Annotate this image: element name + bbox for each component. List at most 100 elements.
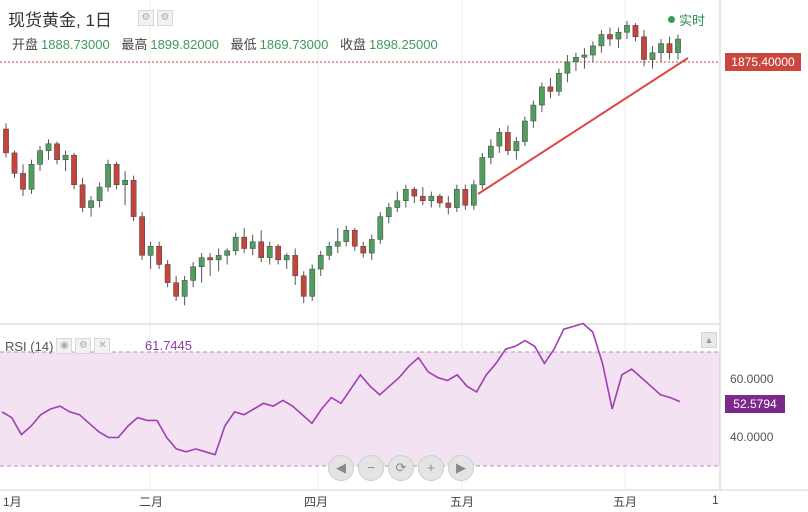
rsi-settings-gear-icon[interactable]: ⚙ (75, 338, 92, 354)
candle (147, 245, 154, 256)
candle (394, 200, 401, 208)
candle (411, 189, 418, 197)
candle (317, 255, 324, 270)
reset-icon[interactable]: ⟳ (388, 455, 414, 481)
candle (249, 241, 256, 249)
candle (581, 54, 588, 58)
rsi-value: 61.7445 (145, 338, 192, 353)
open-label: 开盘 (12, 37, 39, 52)
candle (470, 184, 477, 206)
candle (275, 245, 282, 261)
candle (181, 280, 188, 297)
candle (266, 245, 273, 258)
x-label-may: 五月 (450, 495, 475, 509)
candle (122, 179, 128, 186)
candle (496, 132, 503, 147)
candle (79, 184, 86, 208)
candle (88, 200, 94, 208)
candle (3, 128, 9, 154)
close-label: 收盘 (339, 37, 366, 52)
settings-alt-icon[interactable]: ⚙ (157, 10, 173, 26)
high-value: 1899.82000 (150, 37, 220, 52)
candle (556, 72, 562, 92)
candle (232, 236, 239, 252)
candle (224, 250, 231, 256)
candles (3, 20, 681, 306)
low-label: 最低 (230, 37, 257, 52)
live-dot-icon (668, 16, 675, 23)
x-label-end: 1 (712, 493, 719, 507)
candle (436, 195, 443, 204)
open-value: 1888.73000 (41, 37, 110, 52)
candle (105, 164, 111, 188)
trend-line[interactable] (477, 57, 689, 195)
low-value: 1869.73000 (259, 37, 329, 52)
candle (428, 195, 435, 201)
maximize-pane-icon[interactable]: ▲ (701, 332, 717, 348)
x-label-feb: 二月 (139, 495, 164, 509)
candle (113, 164, 120, 186)
candle (590, 45, 596, 56)
x-label-jan: 1月 (3, 495, 22, 509)
candle (564, 61, 571, 74)
candle (139, 216, 145, 256)
candle (96, 186, 103, 201)
candle (241, 236, 248, 249)
candle (462, 189, 469, 206)
current-price-tag: 1875.40000 (725, 53, 801, 71)
candle (62, 154, 69, 160)
candle (360, 245, 367, 254)
zoom-out-icon[interactable]: − (358, 455, 384, 481)
candle (598, 34, 605, 47)
candle (505, 132, 511, 151)
candle (37, 150, 43, 165)
candle (309, 268, 316, 297)
candle (258, 241, 265, 258)
scroll-left-icon[interactable]: ◀ (328, 455, 354, 481)
eye-icon[interactable]: ◉ (56, 338, 73, 354)
rsi-line (1, 322, 681, 456)
candle (173, 282, 179, 297)
candle (334, 241, 341, 247)
candle (11, 152, 18, 174)
candle (368, 239, 375, 254)
x-label-may-2: 五月 (613, 495, 638, 509)
candle (624, 25, 630, 33)
scroll-right-icon[interactable]: ▶ (448, 455, 474, 481)
candle (130, 179, 137, 217)
close-value: 1898.25000 (369, 37, 438, 52)
close-icon[interactable]: ✕ (94, 338, 111, 354)
candle (522, 120, 528, 142)
candle (547, 86, 554, 92)
candle (215, 255, 222, 261)
candle (300, 275, 307, 297)
candle (385, 207, 392, 217)
candle (20, 173, 26, 190)
candle (445, 202, 452, 208)
settings-gear-icon[interactable]: ⚙ (138, 10, 154, 26)
live-indicator[interactable]: 实时 (668, 10, 705, 29)
candle (666, 43, 673, 53)
candle (164, 264, 171, 283)
candle (632, 25, 639, 38)
candle (513, 141, 520, 151)
candle (292, 255, 299, 277)
chart-nav-bar: ◀ − ⟳ + ▶ (328, 455, 474, 481)
candle (539, 86, 545, 106)
live-label: 实时 (679, 13, 706, 28)
zoom-in-icon[interactable]: + (418, 455, 444, 481)
rsi-band (0, 352, 720, 466)
rsi-tick-40: 40.0000 (730, 430, 774, 444)
candle (156, 245, 162, 265)
candle (71, 154, 77, 186)
candle (488, 145, 494, 158)
header-controls: ⚙ ⚙ (138, 10, 173, 26)
candle (615, 31, 622, 40)
candle (649, 52, 656, 60)
candle (28, 164, 35, 190)
rsi-tick-60: 60.0000 (730, 372, 774, 386)
candle (54, 143, 60, 160)
candle (530, 104, 537, 122)
